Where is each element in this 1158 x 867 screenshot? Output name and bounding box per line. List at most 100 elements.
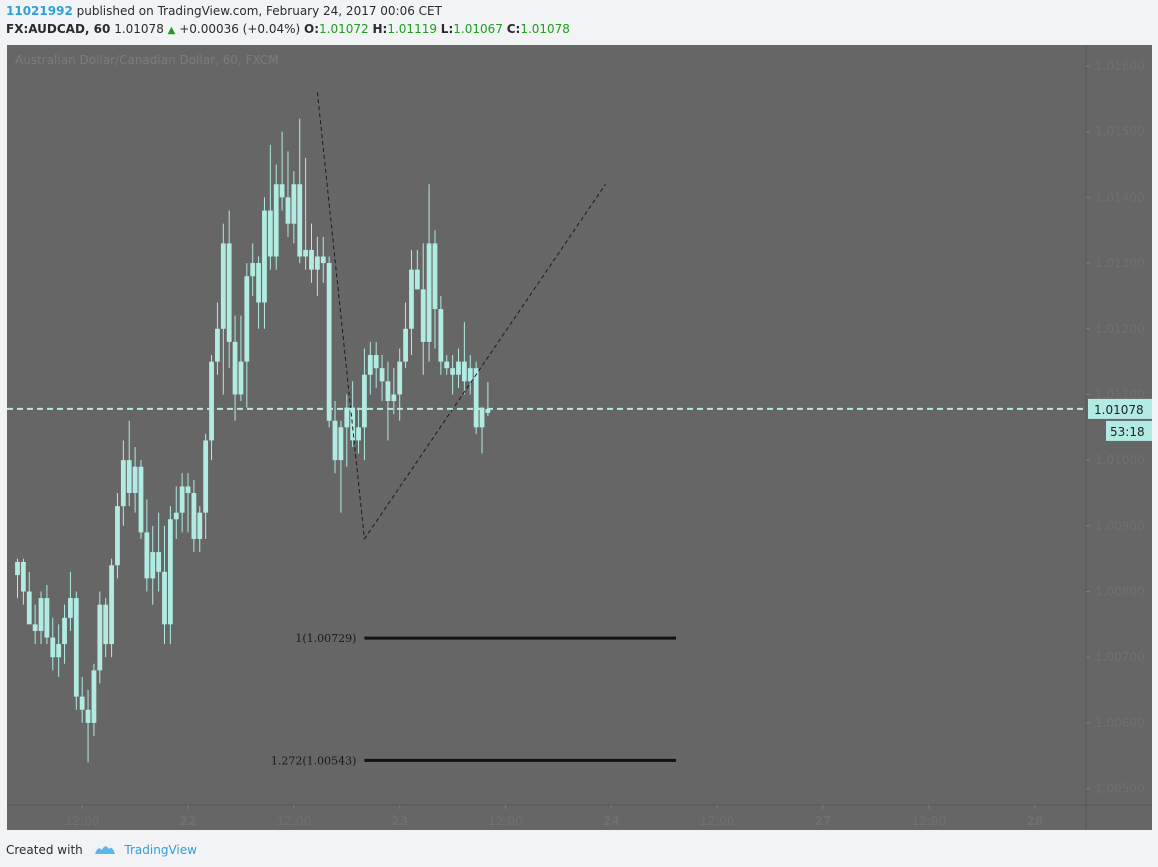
candle-body [91, 670, 97, 723]
high-value: 1.01119 [387, 22, 437, 36]
time-axis[interactable] [7, 805, 1152, 830]
high-label: H: [372, 22, 388, 36]
x-tick-label: 12:00 [488, 814, 523, 828]
candle-body [238, 361, 244, 395]
x-tick-label: 12:00 [65, 814, 100, 828]
last-price: 1.01078 [114, 22, 164, 36]
candle-body [426, 243, 432, 342]
candle-body [138, 466, 144, 533]
footer: Created with TradingView [6, 842, 197, 859]
candle-body [262, 210, 267, 303]
candle-body [279, 184, 285, 198]
candle-body [350, 407, 356, 441]
candle-body [267, 210, 273, 257]
tradingview-link[interactable]: TradingView [124, 843, 197, 857]
y-tick-label: 1.01200 [1095, 322, 1145, 336]
candle-body [285, 197, 291, 224]
countdown-badge [1106, 420, 1152, 441]
low-label: L: [440, 22, 454, 36]
trend-line[interactable] [316, 92, 365, 540]
candle-body [209, 361, 214, 441]
candle-body [409, 269, 414, 329]
candle-body [203, 440, 209, 513]
candle-body [461, 361, 467, 382]
candle-body [32, 624, 38, 631]
x-tick-label: 28 [1026, 814, 1043, 828]
candle-body [103, 604, 109, 645]
y-tick-label: 1.01500 [1095, 125, 1145, 139]
fib-level-label: 1(1.00729) [295, 632, 356, 645]
candle-body [167, 519, 173, 625]
candle-body [297, 184, 303, 257]
candle-body [303, 249, 309, 257]
y-tick-label: 1.00600 [1095, 716, 1145, 730]
price-change: +0.00036 (+0.04%) [179, 22, 301, 36]
candle-body [215, 328, 220, 362]
y-tick-label: 1.00500 [1095, 782, 1145, 796]
candle-body [438, 309, 444, 362]
candle-body [473, 368, 479, 428]
close-label: C: [506, 22, 521, 36]
candle-body [373, 355, 379, 369]
candle-body [244, 276, 250, 362]
x-tick-label: 12:00 [912, 814, 947, 828]
close-value: 1.01078 [520, 22, 570, 36]
candle-body [338, 427, 344, 461]
candle-body [314, 256, 320, 270]
symbol-label: FX:AUDCAD, 60 [6, 22, 111, 36]
candle-body [132, 466, 138, 493]
candle-body [20, 561, 26, 592]
candle-body [226, 243, 232, 342]
candle-body [362, 374, 367, 428]
candle-body [162, 571, 167, 625]
x-tick-label: 22 [180, 814, 197, 828]
candle-body [326, 263, 332, 421]
candle-body [150, 552, 156, 579]
y-tick-label: 1.00900 [1095, 519, 1145, 533]
candle-body [115, 506, 120, 566]
candle-body [56, 644, 62, 658]
candle-body [397, 361, 403, 395]
candle-body [450, 368, 456, 375]
y-tick-label: 1.00800 [1095, 585, 1145, 599]
candle-body [479, 407, 485, 428]
x-tick-label: 12:00 [700, 814, 735, 828]
up-arrow-icon: ▲ [167, 25, 176, 36]
fib-level-label: 1.272(1.00543) [271, 754, 357, 767]
published-text: published on TradingView.com, February 2… [76, 4, 442, 18]
chart-pane[interactable] [7, 45, 1086, 805]
candle-body [391, 394, 397, 402]
candle-body [291, 184, 297, 224]
candle-body [344, 407, 350, 428]
chart-title: Australian Dollar/Canadian Dollar, 60, F… [15, 53, 279, 67]
current-price-label: 1.01078 [1094, 403, 1144, 417]
created-with-text: Created with [6, 843, 83, 857]
y-tick-label: 1.01600 [1095, 59, 1145, 73]
candle-body [79, 696, 85, 710]
candle-body [356, 427, 361, 441]
candle-body [232, 341, 238, 395]
candle-body [309, 249, 314, 270]
current-price-badge [1088, 398, 1152, 419]
x-tick-label: 27 [815, 814, 832, 828]
author-link[interactable]: 11021992 [6, 4, 73, 18]
x-tick-label: 24 [603, 814, 620, 828]
candle-body [420, 289, 426, 342]
tradingview-logo-icon [93, 842, 117, 859]
candle-body [456, 361, 461, 375]
trend-line[interactable] [364, 183, 606, 540]
candle-body [485, 408, 491, 413]
candle-body [414, 269, 420, 290]
x-tick-label: 12:00 [277, 814, 312, 828]
candle-body [250, 263, 256, 277]
publish-info: 11021992 published on TradingView.com, F… [6, 4, 442, 18]
candle-body [256, 263, 261, 303]
candle-body [332, 420, 338, 461]
candle-body [73, 598, 79, 697]
candle-body [109, 565, 114, 645]
symbol-info: FX:AUDCAD, 60 1.01078 ▲ +0.00036 (+0.04%… [6, 22, 570, 36]
candle-body [44, 598, 50, 638]
candle-body [62, 617, 67, 645]
candle-body [197, 512, 203, 539]
